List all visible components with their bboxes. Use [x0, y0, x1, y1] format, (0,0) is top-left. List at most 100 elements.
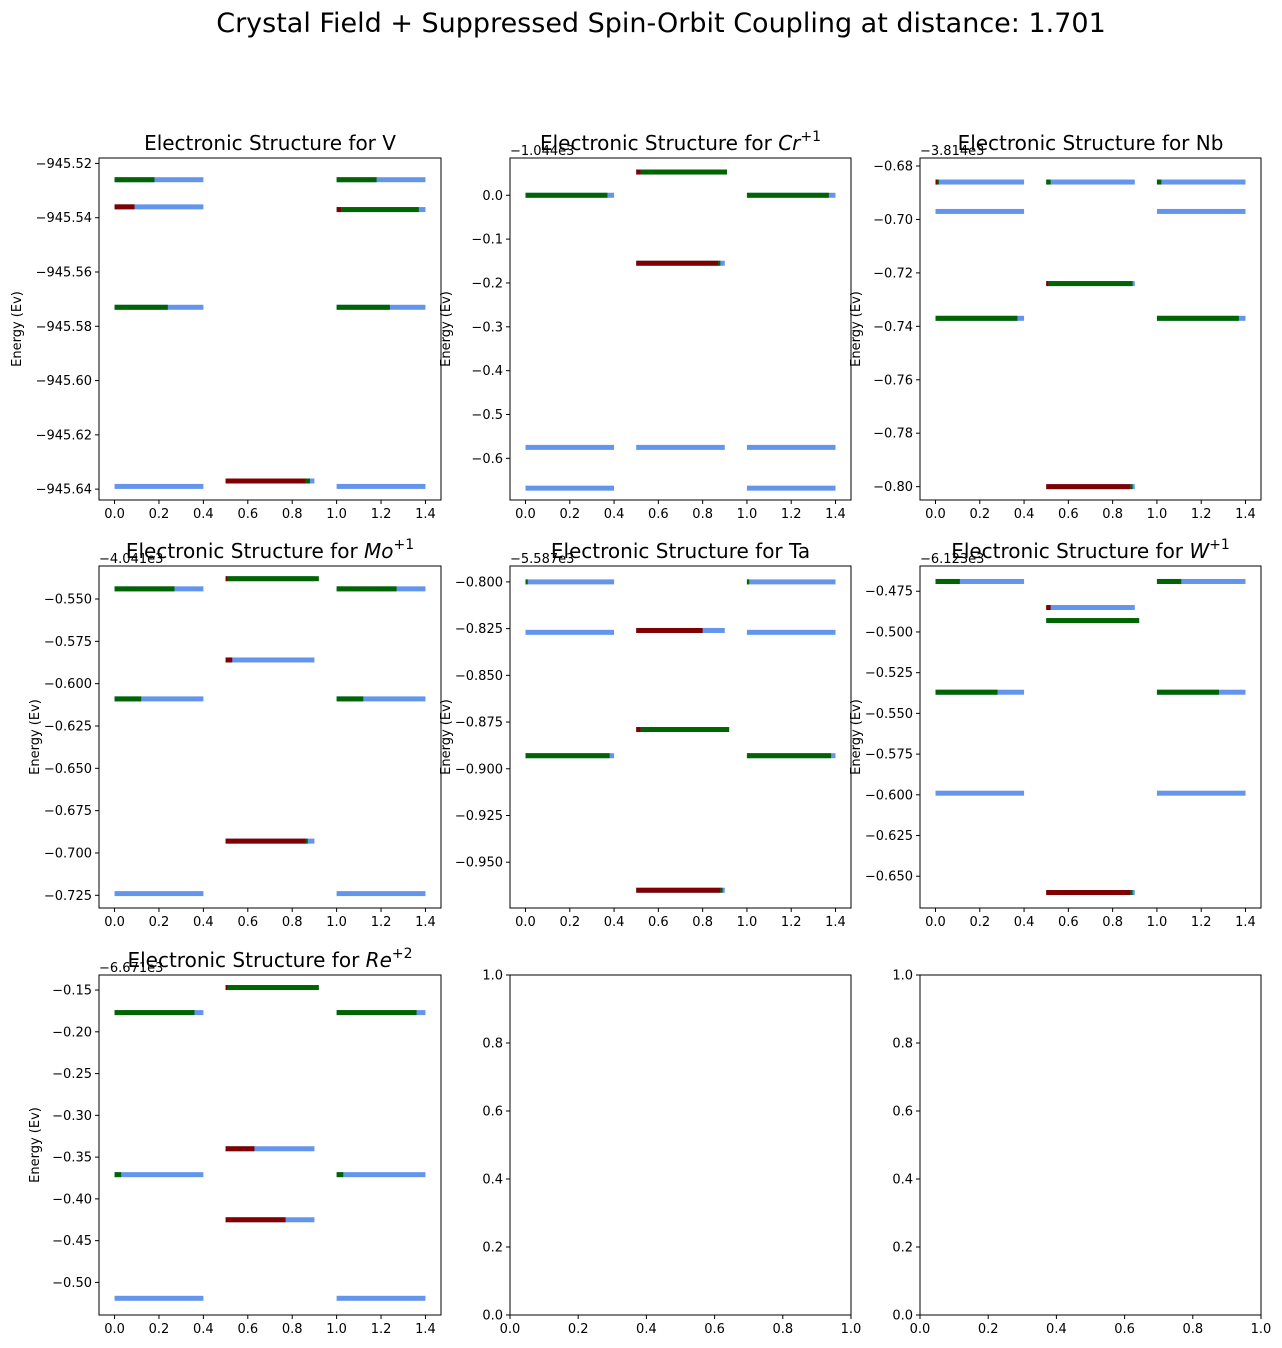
y-tick-label: 0.0: [892, 1309, 913, 1324]
energy-level-fill-paired: [305, 838, 308, 844]
y-tick-label: −945.62: [36, 428, 92, 443]
energy-level-empty: [525, 579, 615, 585]
energy-level-empty: [935, 208, 1025, 214]
x-tick-label: 1.2: [1191, 915, 1212, 930]
x-tick-label: 0.6: [1114, 1322, 1135, 1337]
y-tick-label: 0.0: [482, 189, 503, 204]
y-tick-label: 0.2: [482, 1241, 503, 1256]
energy-level-empty: [1156, 208, 1246, 214]
energy-level-fill-paired: [746, 192, 829, 198]
y-tick-label: −0.50: [52, 1276, 92, 1291]
x-tick-label: 1.4: [825, 507, 846, 522]
y-tick-label: 0.6: [892, 1105, 913, 1120]
axes-frame: [98, 974, 442, 1316]
y-tick-label: −0.40: [52, 1192, 92, 1207]
energy-level-empty: [746, 579, 836, 585]
energy-level-fill-paired: [1156, 315, 1239, 321]
x-tick-label: 1.0: [1251, 1322, 1272, 1337]
x-tick-label: 0.2: [969, 915, 990, 930]
energy-level-fill-paired: [114, 177, 155, 183]
x-tick-label: 0.2: [559, 507, 580, 522]
subplot-1: Electronic Structure for V Energy (Ev) 0.0…: [10, 131, 442, 522]
x-tick-label: 1.2: [1191, 507, 1212, 522]
x-tick-label: 0.8: [1102, 915, 1123, 930]
y-tick-label: −0.15: [52, 984, 92, 999]
energy-level-fill-paired: [746, 753, 832, 759]
energy-level-fill-paired: [640, 169, 727, 175]
energy-level-fill-spin_down: [225, 838, 306, 844]
y-tick-label: −0.700: [44, 846, 92, 861]
x-tick-label: 0.4: [604, 507, 625, 522]
y-axis-label: Energy (Ev): [849, 699, 864, 775]
y-tick-label: −0.1: [471, 233, 503, 248]
x-tick-label: 0.8: [1102, 507, 1123, 522]
y-tick-label: −0.45: [52, 1234, 92, 1249]
energy-level-fill-paired: [720, 887, 723, 893]
x-tick-label: 1.0: [841, 1322, 862, 1337]
x-tick-label: 1.4: [415, 507, 436, 522]
y-tick-label: −0.72: [873, 266, 913, 281]
energy-level-fill-paired: [336, 586, 397, 592]
y-tick-label: −0.74: [873, 320, 913, 335]
y-tick-label: 1.0: [892, 969, 913, 984]
y-tick-label: −0.475: [865, 585, 913, 600]
subplot-4: Electronic Structure for Mo+1−4.041e3Ene…: [28, 537, 442, 930]
energy-level-empty: [1156, 578, 1246, 584]
y-tick-label: −0.625: [44, 719, 92, 734]
axes-frame: [509, 157, 852, 501]
y-tick-label: −0.650: [44, 762, 92, 777]
energy-level-fill-spin_down: [336, 207, 342, 213]
energy-level-empty: [114, 483, 204, 489]
subplot-title-symbol: Cr: [778, 131, 802, 155]
energy-level-fill-paired: [336, 1010, 417, 1016]
y-tick-label: −0.600: [865, 788, 913, 803]
y-tick-label: −0.925: [455, 809, 503, 824]
x-tick-label: 0.6: [237, 915, 258, 930]
x-tick-label: 0.8: [282, 507, 303, 522]
energy-level-fill-paired: [935, 689, 998, 695]
x-tick-label: 0.4: [1014, 507, 1035, 522]
y-tick-label: −0.6: [471, 452, 503, 467]
y-tick-label: −0.68: [873, 160, 913, 175]
energy-level-fill-paired: [718, 260, 721, 266]
axes-frame: [919, 157, 1262, 501]
energy-level-fill-paired: [336, 1172, 344, 1178]
energy-level-fill-spin_down: [1046, 281, 1049, 287]
subplot-7: Electronic Structure for Re+2−6.671e3Ene…: [28, 946, 442, 1337]
subplot-5: Electronic Structure for Ta−5.587e3 Energ…: [439, 539, 852, 930]
axes-frame: [919, 565, 1262, 909]
x-tick-label: 0.0: [515, 507, 536, 522]
x-tick-label: 0.2: [559, 915, 580, 930]
energy-level-empty: [746, 485, 836, 491]
subplot-2: Electronic Structure for Cr+1−1.044e3Ene…: [439, 129, 852, 522]
y-tick-label: 0.8: [892, 1037, 913, 1052]
energy-level-fill-paired: [336, 177, 377, 183]
y-tick-label: −0.900: [455, 762, 503, 777]
subplot-title-base: Electronic Structure for: [951, 539, 1189, 563]
energy-level-empty: [935, 790, 1025, 796]
subplot-title: Electronic Structure for Nb: [958, 131, 1224, 155]
subplot-title-base: Electronic Structure for: [540, 131, 778, 155]
x-tick-label: 1.4: [415, 1322, 436, 1337]
energy-level-fill-paired: [1156, 179, 1162, 185]
y-tick-label: −0.30: [52, 1109, 92, 1124]
x-tick-label: 1.2: [371, 915, 392, 930]
energy-level-empty: [525, 444, 615, 450]
y-tick-label: 0.4: [482, 1173, 503, 1188]
y-tick-label: −0.3: [471, 320, 503, 335]
x-tick-label: 1.2: [781, 915, 802, 930]
x-tick-label: 0.0: [104, 1322, 125, 1337]
x-tick-label: 0.6: [1058, 915, 1079, 930]
energy-level-fill-paired: [227, 985, 319, 991]
subplot-3: Electronic Structure for Nb−3.814e3 Energ…: [849, 131, 1262, 522]
axis-offset-text: −6.671e3: [99, 961, 163, 976]
energy-level-empty: [746, 444, 836, 450]
y-tick-label: −0.550: [865, 707, 913, 722]
x-tick-label: 0.8: [282, 915, 303, 930]
energy-level-empty: [746, 629, 836, 635]
x-tick-label: 0.8: [282, 1322, 303, 1337]
subplot-title-symbol: Mo: [364, 539, 394, 563]
y-axis-label: Energy (Ev): [28, 1107, 43, 1183]
energy-level-empty: [114, 177, 204, 183]
